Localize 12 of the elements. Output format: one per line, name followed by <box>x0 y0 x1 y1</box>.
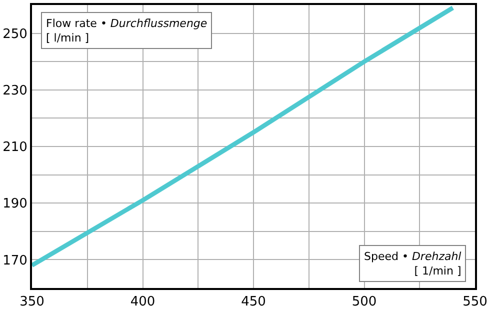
y-tick-label: 230 <box>2 83 28 98</box>
y-tick-label: 250 <box>2 26 28 42</box>
text: Flow rate • Durchflussmenge [ l/min ] <box>46 17 208 44</box>
x-tick-label: 500 <box>352 294 377 310</box>
x-tick-label: 350 <box>20 294 44 310</box>
y-tick-label: 170 <box>2 253 28 268</box>
x-axis-title: Speed • Drehzahl [ 1/min ] <box>364 250 462 278</box>
y-tick-label: 210 <box>2 140 28 156</box>
x-tick-label: 400 <box>130 294 156 310</box>
y-tick-label: 190 <box>2 196 28 212</box>
x-tick-label: 550 <box>462 294 488 310</box>
x-tick-label: 450 <box>241 294 266 310</box>
